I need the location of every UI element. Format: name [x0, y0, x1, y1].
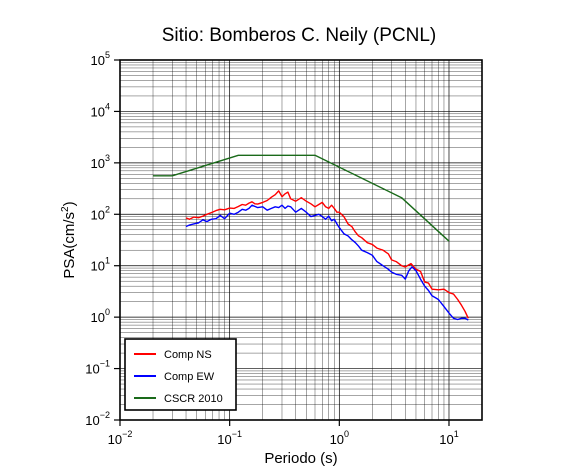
chart-title: Sitio: Bomberos C. Neily (PCNL) [162, 25, 437, 46]
plot-frame [119, 59, 483, 421]
y-axis-title-end: ) [61, 201, 78, 206]
y-tick-label: 10−2 [85, 410, 110, 428]
x-tick-label: 10−1 [217, 429, 242, 447]
series-layer [153, 154, 469, 321]
y-tick-label: 101 [91, 256, 110, 274]
x-tick-labels: 10−2 10−1 100 101 [108, 420, 459, 447]
y-tick-label: 100 [91, 307, 110, 325]
grid-lines [119, 59, 483, 421]
x-tick-label: 100 [330, 429, 349, 447]
y-axis-title: PSA(cm/s2) [60, 201, 78, 278]
y-tick-label: 10−1 [85, 359, 110, 377]
legend-label: Comp NS [164, 349, 212, 361]
series-line-1 [185, 190, 469, 319]
y-axis-title-sup: 2 [60, 206, 71, 212]
legend-label: Comp EW [164, 371, 215, 383]
y-tick-label: 102 [91, 204, 110, 222]
x-tick-label: 10−2 [108, 429, 133, 447]
x-axis-title: Periodo (s) [264, 450, 337, 467]
y-tick-label: 103 [91, 153, 110, 171]
legend: Comp NS Comp EW CSCR 2010 [124, 338, 237, 411]
y-axis-title-base: PSA(cm/s [61, 212, 78, 279]
series-line-2 [185, 204, 469, 321]
legend-items: Comp NS Comp EW CSCR 2010 [134, 349, 223, 405]
x-tick-label: 101 [439, 429, 458, 447]
y-tick-label: 104 [91, 101, 110, 119]
y-tick-labels: 10−2 10−1 100 101 102 103 104 105 [85, 50, 120, 428]
legend-label: CSCR 2010 [164, 393, 223, 405]
series-line-3 [153, 154, 450, 242]
y-tick-label: 105 [91, 50, 110, 68]
